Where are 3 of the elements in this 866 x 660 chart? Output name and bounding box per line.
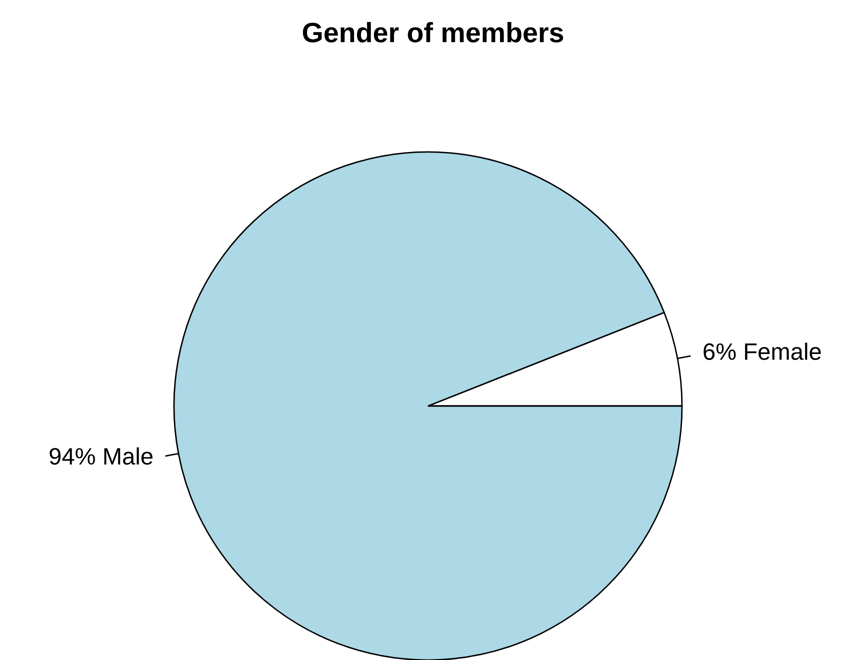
slice-label: 6% Female xyxy=(704,342,821,360)
chart-title: Gender of members xyxy=(302,22,564,42)
slice-label: 94% Male xyxy=(50,447,153,465)
